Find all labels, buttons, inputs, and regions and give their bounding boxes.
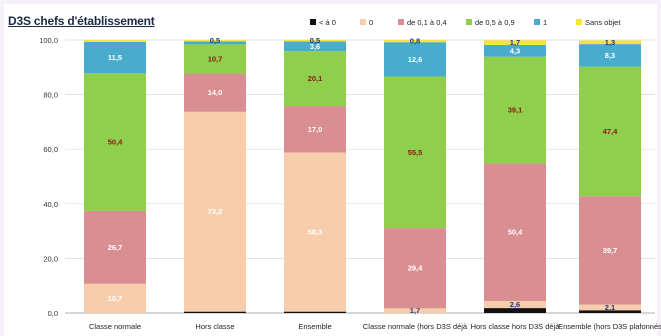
legend-item: 0 bbox=[360, 18, 373, 27]
y-tick-label: 20,0 bbox=[43, 254, 58, 263]
bar-segment bbox=[484, 300, 546, 309]
bar-segment bbox=[384, 42, 446, 77]
bar-segment bbox=[384, 308, 446, 313]
data-label: 2,1 bbox=[605, 303, 615, 312]
bar-segment bbox=[284, 106, 346, 153]
data-label: 29,4 bbox=[408, 264, 423, 273]
data-label: 26,7 bbox=[108, 243, 123, 252]
data-label: 0,5 bbox=[210, 36, 220, 45]
data-label: 17,0 bbox=[308, 125, 323, 134]
x-category-label: Classe normale (hors D3S déjà bbox=[363, 322, 468, 331]
bar-segment bbox=[484, 56, 546, 164]
data-label: 39,1 bbox=[508, 106, 523, 115]
bar-segment bbox=[184, 44, 246, 74]
data-label: 4,3 bbox=[510, 46, 520, 55]
legend-label: Sans objet bbox=[585, 18, 621, 27]
x-category-label: Classe normale bbox=[89, 322, 141, 331]
legend-item: 1 bbox=[534, 18, 547, 27]
bar-segment bbox=[184, 41, 246, 45]
data-label: 0,5 bbox=[310, 36, 320, 45]
legend-swatch bbox=[466, 19, 472, 26]
bar-segment bbox=[184, 111, 246, 312]
data-label: 2,6 bbox=[510, 300, 520, 309]
bar-segment bbox=[579, 66, 641, 197]
data-label: 39,7 bbox=[603, 246, 618, 255]
data-label: 12,6 bbox=[408, 55, 423, 64]
x-category-label: Ensemble bbox=[298, 322, 331, 331]
chart-title: D3S chefs d'établissement bbox=[8, 14, 155, 28]
y-tick-label: 40,0 bbox=[43, 200, 58, 209]
legend-label: de 0,1 à 0,4 bbox=[407, 18, 447, 27]
data-label: 11,5 bbox=[108, 53, 122, 62]
legend-label: 1 bbox=[543, 18, 548, 27]
bar-segment bbox=[579, 310, 641, 313]
legend-label: de 0,5 à 0,9 bbox=[475, 18, 515, 27]
bar-segment bbox=[484, 308, 546, 313]
data-label: 10,7 bbox=[108, 294, 123, 303]
data-label: 50,4 bbox=[508, 228, 523, 237]
data-label: 8,3 bbox=[605, 51, 615, 60]
bar-segment bbox=[579, 304, 641, 311]
data-label: 0,8 bbox=[410, 37, 420, 46]
bar-segment bbox=[84, 40, 146, 42]
legend-item: de 0,1 à 0,4 bbox=[398, 18, 447, 27]
legend-item: de 0,5 à 0,9 bbox=[466, 18, 515, 27]
data-label: 73,2 bbox=[208, 207, 223, 216]
bar-segment bbox=[579, 44, 641, 67]
x-category-label: Ensemble (hors D3S plafonnés bbox=[558, 322, 661, 331]
bar-segment bbox=[484, 163, 546, 301]
data-label: 14,0 bbox=[208, 88, 223, 97]
y-tick-label: 0,0 bbox=[48, 309, 58, 318]
data-label: 3,6 bbox=[310, 42, 320, 51]
bar-segment bbox=[284, 152, 346, 312]
bar-segment bbox=[284, 40, 346, 42]
legend-swatch bbox=[576, 19, 582, 26]
data-label: 20,1 bbox=[308, 74, 323, 83]
bar-segment bbox=[384, 40, 446, 43]
data-label: 1,3 bbox=[605, 38, 615, 47]
bar-segment bbox=[284, 51, 346, 107]
bar-segment bbox=[84, 283, 146, 313]
legend-item: Sans objet bbox=[576, 18, 620, 27]
legend-swatch bbox=[360, 19, 366, 26]
data-label: 50,4 bbox=[108, 138, 123, 147]
legend: < à 0 0 de 0,1 à 0,4 de 0,5 à 0,9 1 Sans obje… bbox=[0, 18, 661, 32]
legend-swatch bbox=[534, 19, 540, 26]
legend-label: < à 0 bbox=[319, 18, 336, 27]
bar-segment bbox=[384, 76, 446, 229]
data-label: 47,4 bbox=[603, 127, 618, 136]
bar-segment bbox=[579, 40, 641, 45]
bar-segment bbox=[84, 41, 146, 74]
bar-segment bbox=[184, 311, 246, 313]
legend-swatch bbox=[398, 19, 404, 26]
x-category-label: Hors classe bbox=[195, 322, 234, 331]
data-label: 10,7 bbox=[208, 54, 223, 63]
bar-segment bbox=[579, 196, 641, 305]
bar-segment bbox=[284, 311, 346, 313]
bar-segment bbox=[484, 40, 546, 45]
x-category-label: Hors classe hors D3S déjà bbox=[471, 322, 561, 331]
data-label: 55,5 bbox=[408, 148, 423, 157]
bar-segment bbox=[184, 73, 246, 112]
bar-segment bbox=[484, 44, 546, 57]
y-tick-label: 100,0 bbox=[39, 36, 58, 45]
bar-segment bbox=[184, 40, 246, 42]
bar-segment bbox=[384, 228, 446, 309]
legend-item: < à 0 bbox=[310, 18, 336, 27]
data-label: 1,7 bbox=[510, 38, 520, 47]
data-label: 58,3 bbox=[308, 228, 323, 237]
legend-swatch bbox=[310, 19, 316, 26]
bar-segment bbox=[84, 73, 146, 211]
bar-segment bbox=[84, 210, 146, 284]
bar-segment bbox=[284, 41, 346, 52]
legend-label: 0 bbox=[369, 18, 374, 27]
y-tick-label: 60,0 bbox=[43, 145, 58, 154]
data-label: 1,7 bbox=[410, 306, 420, 315]
y-tick-label: 80,0 bbox=[43, 91, 58, 100]
